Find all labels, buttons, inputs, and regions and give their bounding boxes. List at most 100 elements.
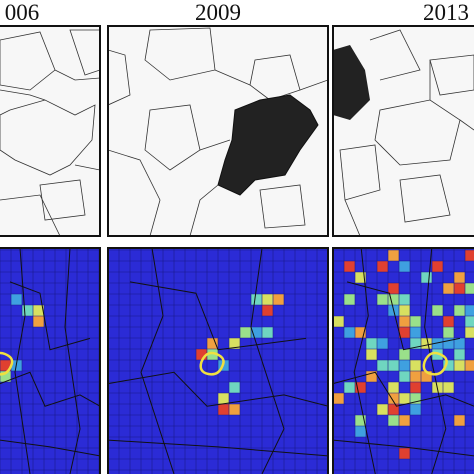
cell [388,283,399,294]
cell [262,327,273,338]
cell [432,338,443,349]
frame [107,25,329,237]
cell [465,327,474,338]
cell [399,349,410,360]
map-top-1 [0,26,100,236]
cell [262,294,273,305]
cell [421,272,432,283]
cell [399,415,410,426]
border [0,439,100,457]
cell [218,404,229,415]
cell [388,360,399,371]
cell [388,382,399,393]
grid-map-1 [0,248,100,474]
cell [432,261,443,272]
cell [355,272,366,283]
panel-title: 2013 [423,0,469,25]
cell [454,305,465,316]
cell [399,360,410,371]
cell [366,371,377,382]
cell [443,316,454,327]
cell [366,349,377,360]
cell [229,404,240,415]
cell [377,338,388,349]
cell [432,305,443,316]
cell [454,283,465,294]
cell [410,382,421,393]
cell [465,316,474,327]
cell [443,327,454,338]
cell [273,294,284,305]
cell [410,393,421,404]
cell [377,294,388,305]
cell [399,393,410,404]
cell [399,371,410,382]
map-top-3 [333,26,474,236]
cell [388,415,399,426]
border [353,248,376,474]
panel-title: 2009 [195,0,241,25]
border [346,281,460,351]
border [333,439,474,457]
cell [11,294,22,305]
cell [0,360,11,371]
cell [355,426,366,437]
cell [388,250,399,261]
cell [355,382,366,393]
cell [344,294,355,305]
map-top-2 [108,26,328,236]
cell [465,283,474,294]
cell [443,283,454,294]
border [129,281,307,351]
cell [344,261,355,272]
cell [388,393,399,404]
cell [355,415,366,426]
cell [377,404,388,415]
cell [0,371,11,382]
cell [196,349,207,360]
cell [229,338,240,349]
cell [443,338,454,349]
border [9,281,91,351]
cell [410,371,421,382]
outline [0,351,14,376]
cell [443,382,454,393]
cell [454,338,465,349]
grid-map-2 [108,248,328,474]
cell [421,371,432,382]
border [108,439,328,457]
cell [262,305,273,316]
border [108,371,328,407]
cell [333,316,344,327]
border [14,248,31,474]
cell [355,327,366,338]
frame [0,25,101,237]
cell [218,393,229,404]
outline [422,351,448,376]
panel-title: 006 [5,0,40,25]
cell [33,316,44,327]
cell [366,338,377,349]
cell [399,305,410,316]
cell [465,305,474,316]
cell [399,316,410,327]
cell [33,305,44,316]
cell [377,261,388,272]
cell [344,327,355,338]
frame [107,247,329,474]
border [140,248,175,474]
cell [207,338,218,349]
cell [454,272,465,283]
cell [454,349,465,360]
frame [332,247,474,474]
cell [240,327,251,338]
cell [465,360,474,371]
cell [229,382,240,393]
grid-map-3 [333,248,474,474]
cell [399,448,410,459]
cell [399,294,410,305]
cell [410,360,421,371]
cell [377,360,388,371]
border [333,371,474,407]
